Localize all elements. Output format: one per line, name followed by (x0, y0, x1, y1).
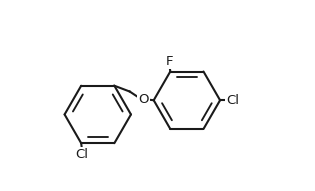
Text: Cl: Cl (226, 94, 239, 107)
Text: Cl: Cl (76, 148, 89, 161)
Text: F: F (166, 55, 173, 68)
Text: O: O (138, 93, 149, 106)
